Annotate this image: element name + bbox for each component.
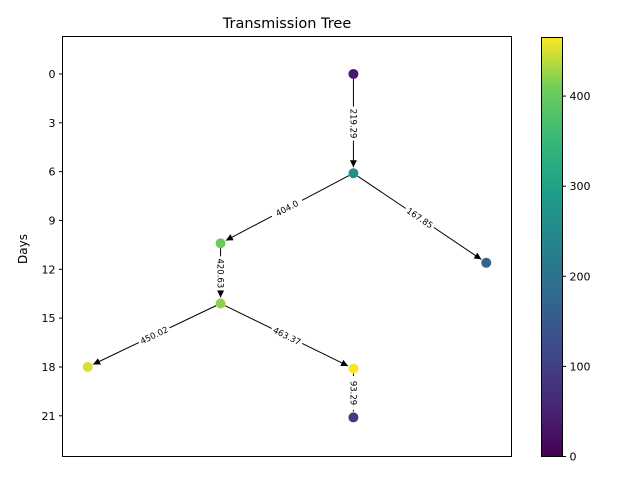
colorbar-tick-label: 100 <box>570 360 591 373</box>
colorbar-tick-label: 0 <box>570 451 577 464</box>
colorbar-ticks-layer: 0 100 200 300 400 <box>562 90 591 464</box>
y-tick-label: 15 <box>42 312 56 325</box>
edge-label-background <box>402 203 438 233</box>
node-n3 <box>481 257 492 268</box>
colorbar-tick-label: 200 <box>570 270 591 283</box>
edge-label-group: 93.29 <box>347 376 360 411</box>
y-tick-label: 0 <box>49 68 56 81</box>
edge-label-group: 219.29 <box>347 106 360 141</box>
edge-label: 167.85 <box>404 206 434 231</box>
edge-label-background <box>347 376 360 411</box>
y-tick-label: 6 <box>49 166 56 179</box>
node-n2 <box>215 238 226 249</box>
edge-label: 219.29 <box>347 109 357 139</box>
edge-label-background <box>136 322 173 348</box>
node-n5 <box>82 361 93 372</box>
colorbar <box>541 37 563 457</box>
plot-frame <box>62 36 512 457</box>
y-tick-label: 18 <box>42 361 56 374</box>
edge-label-group: 167.85 <box>402 203 438 233</box>
edge-label-background <box>347 106 360 141</box>
node-n4 <box>215 298 226 309</box>
node-n6 <box>348 363 359 374</box>
edges-layer <box>92 78 482 412</box>
edge-label-background <box>269 195 305 222</box>
edge-label-background <box>214 256 227 291</box>
edge-label-background <box>269 323 305 349</box>
edge-label-group: 463.37 <box>269 323 305 349</box>
chart-title: Transmission Tree <box>222 16 352 32</box>
colorbar-tick-label: 400 <box>570 90 591 103</box>
nodes-layer <box>82 68 492 423</box>
edge-label-group: 404.0 <box>269 195 305 222</box>
node-n7 <box>348 412 359 423</box>
node-n1 <box>348 168 359 179</box>
y-axis-label: Days <box>16 234 30 264</box>
edge-label-group: 420.63 <box>214 256 227 291</box>
node-n0 <box>348 68 359 79</box>
edge-labels-layer: 219.29 404.0 167.85 420.63 450.02 463.37 93.29 <box>136 106 438 411</box>
y-ticks-layer: 0 3 6 9 12 15 18 21 <box>42 68 63 423</box>
edge-label-group: 450.02 <box>136 322 173 348</box>
colorbar-tick-label: 300 <box>570 180 591 193</box>
y-tick-label: 3 <box>49 117 56 130</box>
y-tick-label: 12 <box>42 263 56 276</box>
y-tick-label: 21 <box>42 410 56 423</box>
y-tick-label: 9 <box>49 214 56 227</box>
edge-label: 420.63 <box>215 258 225 288</box>
edge-label: 93.29 <box>347 381 357 405</box>
